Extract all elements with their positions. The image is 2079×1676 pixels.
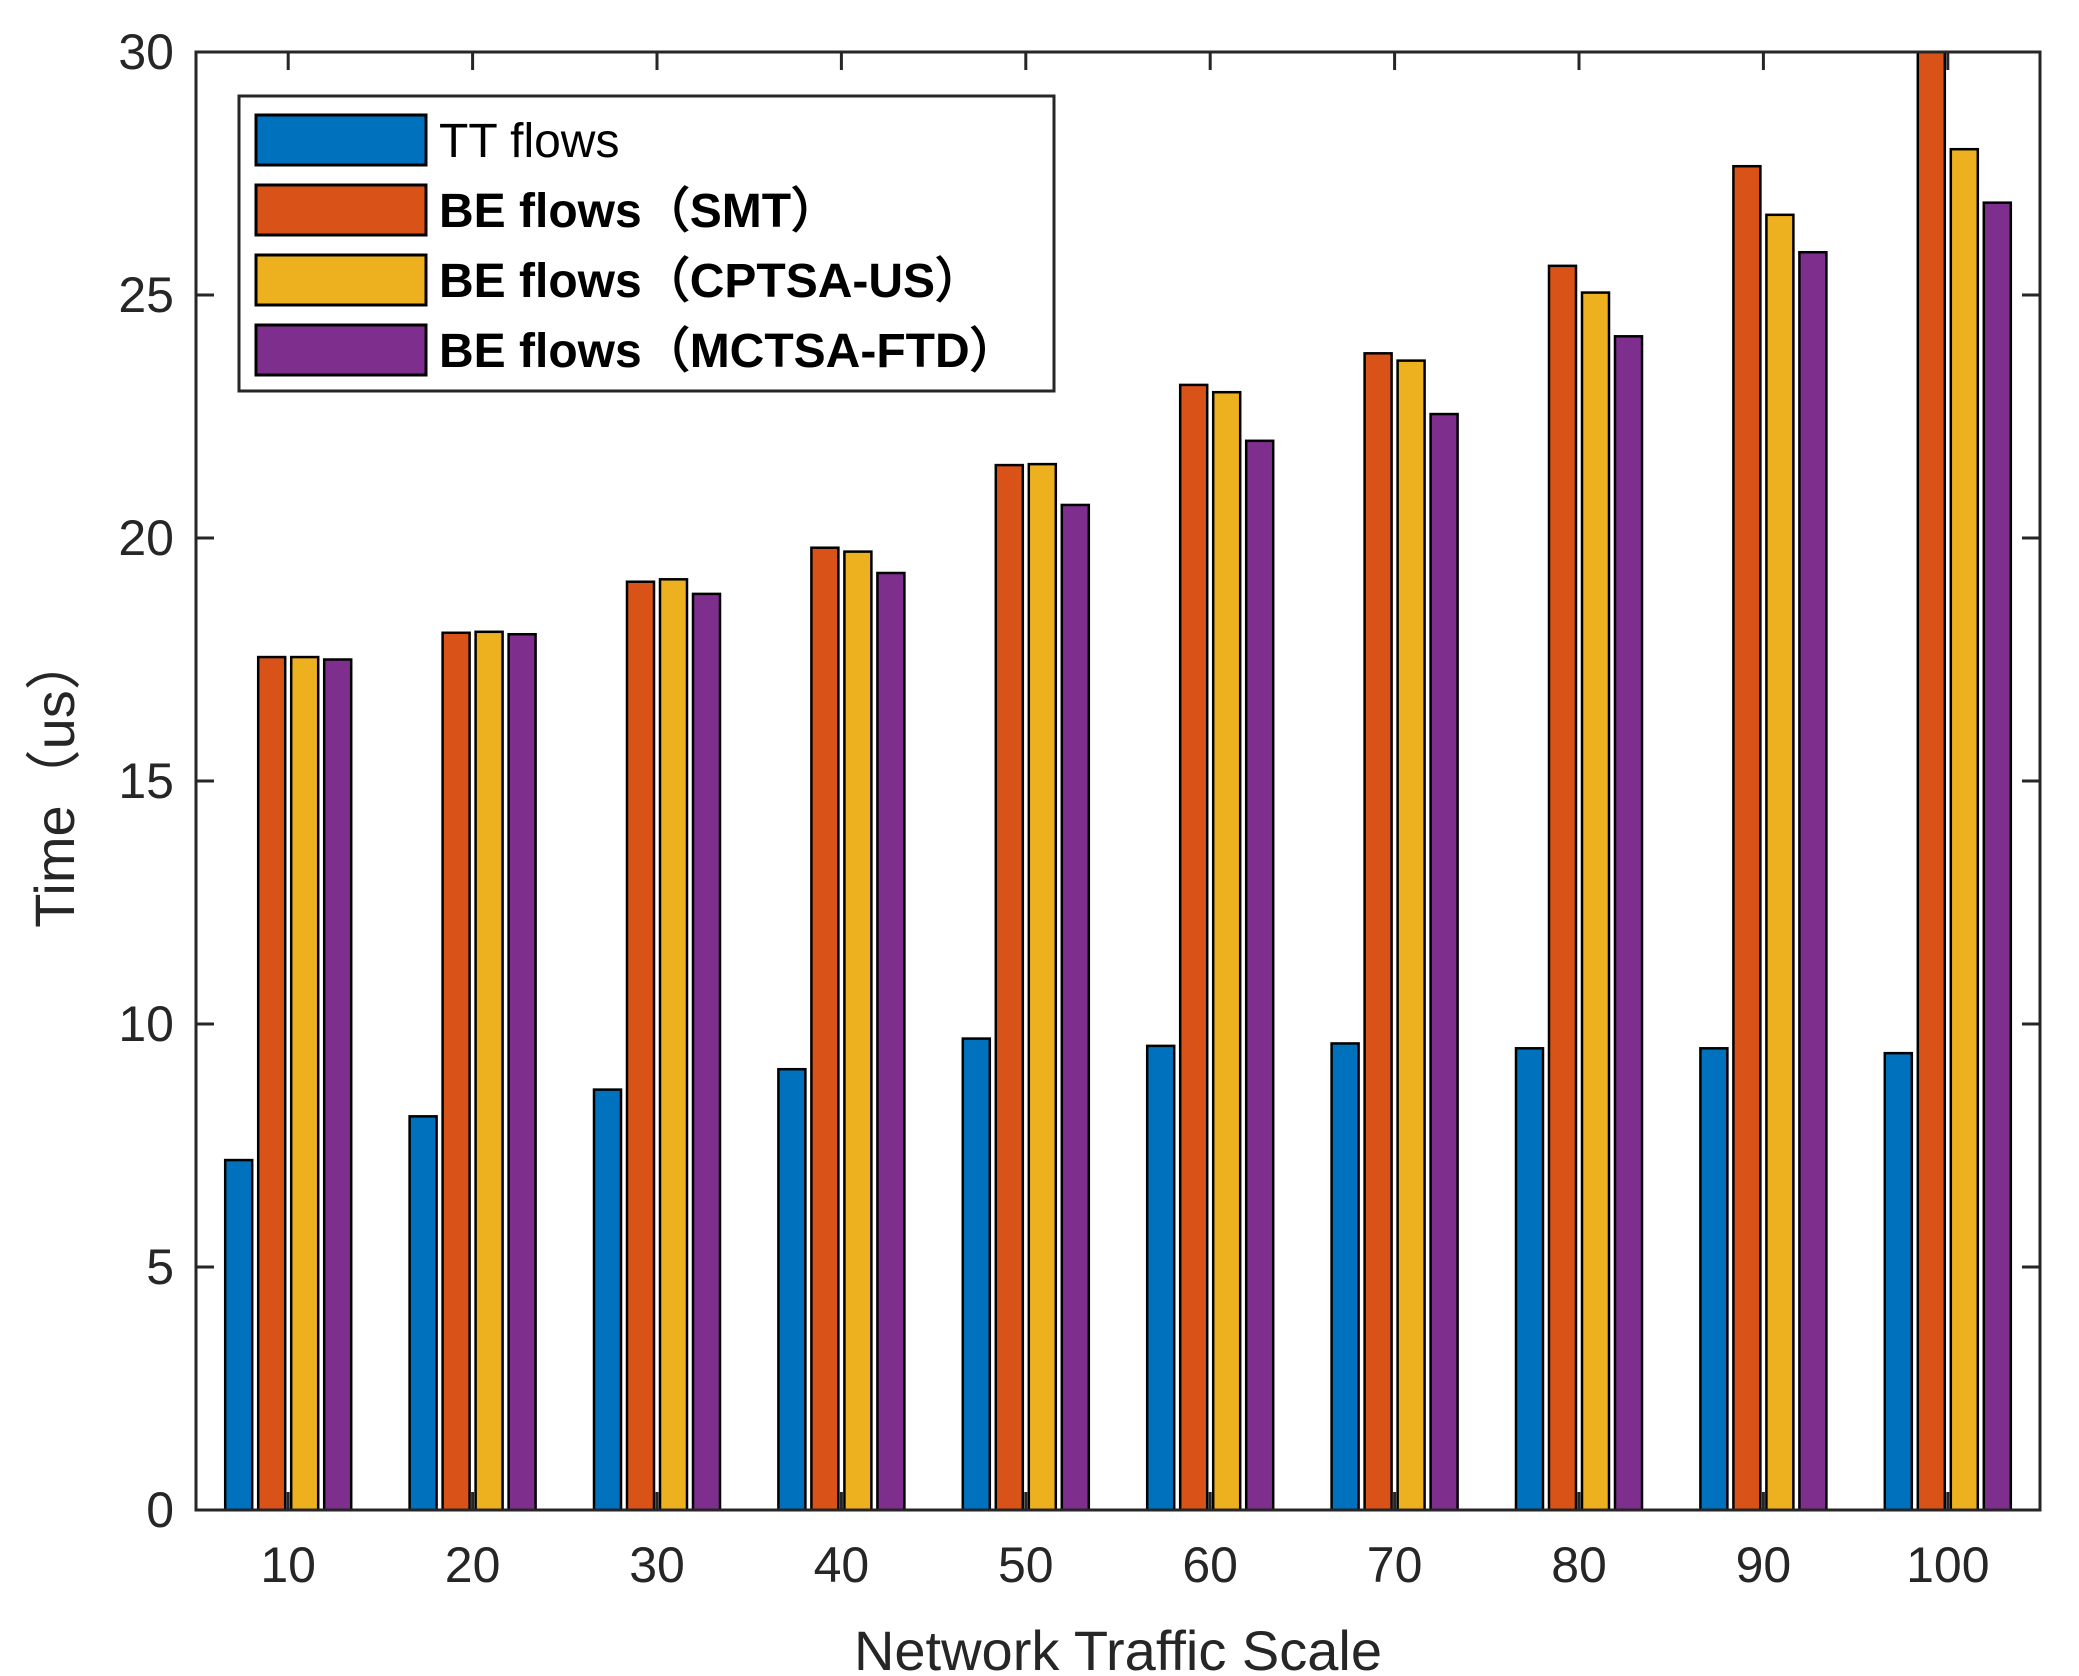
bar-be-flows-mctsa-ftd-100 — [1982, 201, 2013, 1512]
bar-be-flows-mctsa-ftd-60 — [1244, 439, 1275, 1512]
legend-label-be-flows-smt: BE flows（SMT） — [439, 185, 839, 238]
y-tick-label-20: 20 — [118, 510, 174, 566]
bar-be-flows-mctsa-ftd-40 — [876, 571, 906, 1512]
legend-label-be-flows-cptsa-us: BE flows（CPTSA-US） — [439, 255, 983, 308]
bar-tt-flows-50 — [961, 1037, 992, 1512]
bar-tt-flows-40 — [777, 1067, 807, 1512]
x-tick-label-70: 70 — [1367, 1537, 1423, 1593]
bar-be-flows-mctsa-ftd-10 — [322, 658, 353, 1512]
x-tick-label-100: 100 — [1906, 1537, 1989, 1593]
bar-be-flows-mctsa-ftd-30 — [691, 592, 722, 1512]
legend-label-be-flows-mctsa-ftd: BE flows（MCTSA-FTD） — [439, 325, 1018, 378]
bar-be-flows-smt-10 — [256, 655, 287, 1512]
bar-be-flows-mctsa-ftd-20 — [507, 632, 537, 1512]
bar-be-flows-mctsa-ftd-50 — [1060, 503, 1091, 1512]
bar-be-flows-smt-30 — [625, 580, 656, 1512]
bars-layer — [223, 50, 2013, 1512]
x-tick-label-30: 30 — [629, 1537, 685, 1593]
legend-swatch-be-flows-mctsa-ftd — [254, 323, 428, 377]
x-axis-label: Network Traffic Scale — [854, 1619, 1382, 1676]
bar-be-flows-cptsa-us-10 — [289, 655, 320, 1512]
y-tick-label-5: 5 — [146, 1239, 174, 1295]
bar-tt-flows-100 — [1883, 1051, 1914, 1512]
legend: TT flows BE flows（SMT） BE flows（CPTSA-US） B… — [237, 94, 1056, 393]
legend-swatch-tt-flows — [254, 113, 428, 167]
y-tick-label-0: 0 — [146, 1482, 174, 1538]
bar-be-flows-cptsa-us-20 — [474, 630, 504, 1512]
x-tick-label-10: 10 — [260, 1537, 316, 1593]
bar-tt-flows-70 — [1330, 1042, 1360, 1512]
bar-be-flows-smt-50 — [994, 463, 1025, 1512]
legend-swatch-be-flows-cptsa-us — [254, 253, 428, 307]
bar-be-flows-cptsa-us-40 — [843, 550, 873, 1512]
bar-be-flows-cptsa-us-90 — [1765, 213, 1795, 1512]
legend-swatch-be-flows-smt — [254, 183, 428, 237]
bar-be-flows-smt-80 — [1547, 264, 1578, 1512]
bar-be-flows-cptsa-us-70 — [1396, 359, 1426, 1512]
bar-tt-flows-30 — [592, 1088, 623, 1512]
bar-tt-flows-80 — [1514, 1047, 1545, 1512]
y-tick-label-25: 25 — [118, 267, 174, 323]
x-tick-label-20: 20 — [445, 1537, 501, 1593]
x-tick-label-60: 60 — [1182, 1537, 1238, 1593]
bar-be-flows-cptsa-us-60 — [1211, 390, 1242, 1512]
x-tick-label-90: 90 — [1736, 1537, 1792, 1593]
bar-tt-flows-60 — [1145, 1044, 1176, 1512]
bar-be-flows-cptsa-us-30 — [658, 578, 689, 1512]
axes-layer: 0 5 10 15 20 25 30 10 20 30 40 50 60 70 80 90 100 — [118, 24, 2042, 1593]
legend-label-tt-flows: TT flows — [439, 115, 619, 168]
bar-be-flows-cptsa-us-80 — [1580, 291, 1611, 1512]
y-axis-label: Time（us） — [23, 634, 86, 928]
bar-be-flows-smt-40 — [810, 546, 840, 1512]
bar-be-flows-mctsa-ftd-80 — [1613, 335, 1644, 1512]
x-tick-label-80: 80 — [1551, 1537, 1607, 1593]
bar-be-flows-cptsa-us-100 — [1949, 147, 1980, 1512]
bar-be-flows-mctsa-ftd-70 — [1429, 412, 1459, 1512]
bar-tt-flows-20 — [408, 1115, 438, 1512]
bar-be-flows-smt-90 — [1732, 164, 1762, 1512]
bar-be-flows-smt-100 — [1916, 50, 1947, 1512]
bar-be-flows-smt-20 — [441, 631, 471, 1512]
bar-be-flows-smt-70 — [1363, 352, 1393, 1512]
x-tick-label-50: 50 — [998, 1537, 1054, 1593]
bar-be-flows-mctsa-ftd-90 — [1798, 250, 1828, 1512]
bar-be-flows-smt-60 — [1178, 383, 1209, 1512]
bar-be-flows-cptsa-us-50 — [1027, 462, 1058, 1512]
bar-tt-flows-10 — [223, 1158, 254, 1512]
y-tick-label-30: 30 — [118, 24, 174, 80]
y-tick-label-15: 15 — [118, 753, 174, 809]
x-tick-label-40: 40 — [814, 1537, 870, 1593]
bar-tt-flows-90 — [1699, 1047, 1729, 1512]
y-tick-label-10: 10 — [118, 996, 174, 1052]
